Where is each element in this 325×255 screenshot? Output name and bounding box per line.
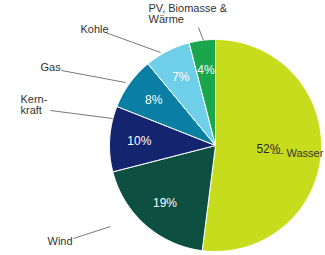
svg-text:Wind: Wind	[48, 235, 73, 247]
svg-text:8%: 8%	[145, 93, 163, 107]
svg-text:PV, Biomasse &Wärme: PV, Biomasse &Wärme	[149, 2, 228, 25]
svg-text:4%: 4%	[197, 63, 215, 77]
svg-text:Gas: Gas	[41, 61, 62, 73]
svg-text:7%: 7%	[172, 70, 190, 84]
svg-text:52%: 52%	[256, 142, 280, 156]
svg-text:Wasser: Wasser	[287, 147, 324, 159]
svg-text:Kohle: Kohle	[81, 23, 109, 35]
svg-text:Kern-kraft: Kern-kraft	[21, 93, 48, 116]
svg-text:19%: 19%	[153, 196, 177, 210]
svg-text:10%: 10%	[127, 134, 151, 148]
